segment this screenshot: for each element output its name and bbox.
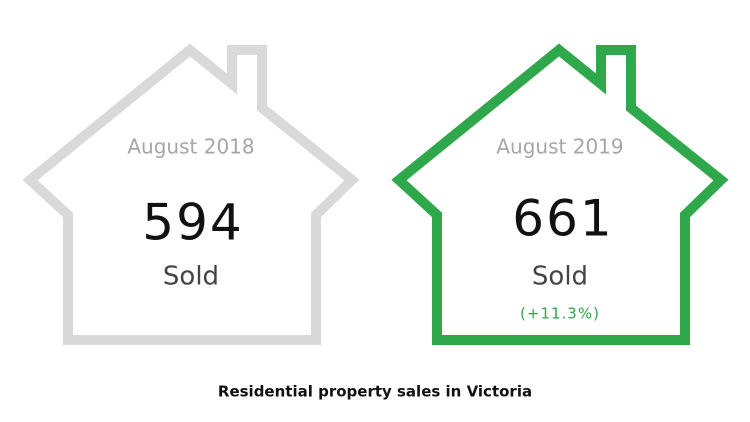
period: August 2019 bbox=[496, 135, 623, 159]
house-outline bbox=[22, 43, 360, 345]
house-outline bbox=[391, 43, 729, 345]
title: Residential property sales in Victoria bbox=[218, 383, 532, 401]
count: 661 bbox=[512, 190, 613, 248]
unit: Sold bbox=[163, 262, 219, 292]
period: August 2018 bbox=[127, 135, 254, 159]
change: (+11.3%) bbox=[520, 305, 600, 323]
count: 594 bbox=[142, 194, 243, 252]
unit: Sold bbox=[532, 262, 588, 292]
